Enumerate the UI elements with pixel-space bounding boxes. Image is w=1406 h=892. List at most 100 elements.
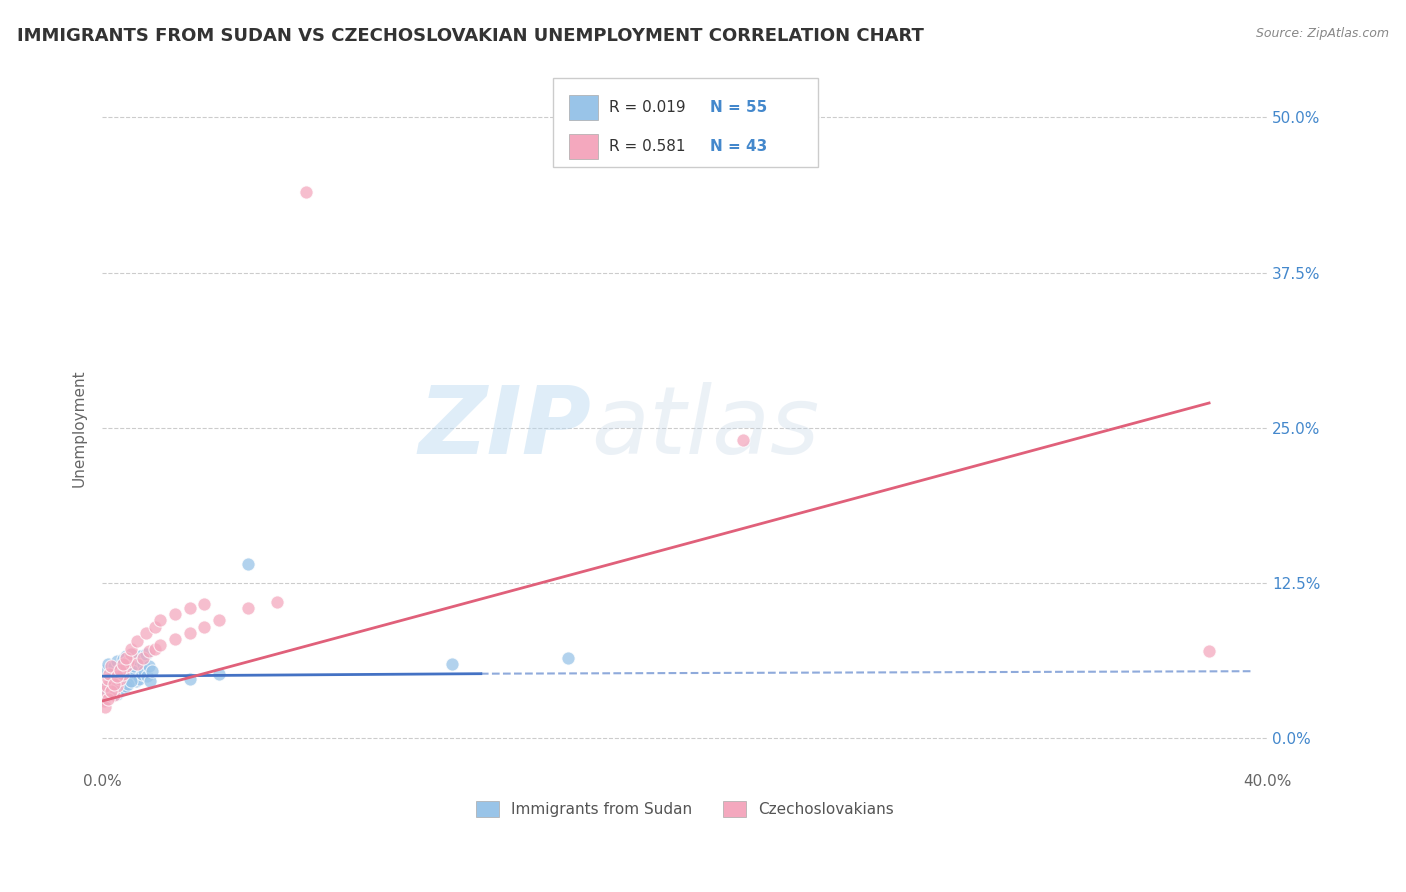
Point — [120, 641, 142, 656]
Point — [114, 650, 136, 665]
Point — [179, 600, 201, 615]
Point — [100, 659, 122, 673]
Text: N = 43: N = 43 — [710, 139, 768, 154]
Point — [94, 681, 117, 696]
Point — [108, 663, 131, 677]
Point — [93, 691, 115, 706]
Point — [134, 664, 156, 678]
Point — [100, 682, 122, 697]
Point — [101, 666, 124, 681]
Point — [97, 684, 120, 698]
Point — [94, 663, 117, 677]
Point — [129, 649, 152, 664]
Point — [179, 625, 201, 640]
Point — [111, 652, 134, 666]
Text: ZIP: ZIP — [419, 382, 592, 474]
Point — [125, 674, 148, 689]
Point — [118, 664, 141, 678]
Point — [103, 676, 125, 690]
Point — [193, 597, 215, 611]
Point — [236, 600, 259, 615]
Legend: Immigrants from Sudan, Czechoslovakians: Immigrants from Sudan, Czechoslovakians — [470, 795, 900, 823]
Point — [97, 685, 120, 699]
Point — [121, 669, 143, 683]
Point — [98, 666, 121, 681]
Point — [103, 659, 125, 673]
Point — [103, 676, 125, 690]
Point — [208, 613, 231, 627]
Point — [96, 684, 118, 698]
Point — [98, 679, 121, 693]
Point — [100, 679, 122, 693]
Point — [114, 659, 136, 673]
Point — [139, 674, 162, 689]
Point — [143, 641, 166, 656]
Point — [179, 672, 201, 686]
Point — [132, 650, 155, 665]
Point — [132, 657, 155, 671]
Point — [163, 632, 186, 646]
Point — [94, 700, 117, 714]
Point — [115, 666, 138, 681]
Point — [111, 657, 134, 671]
Point — [110, 669, 132, 683]
Point — [128, 672, 150, 686]
Point — [97, 672, 120, 686]
Point — [131, 666, 153, 681]
Point — [94, 688, 117, 702]
Point — [1198, 644, 1220, 658]
Text: N = 55: N = 55 — [710, 100, 768, 115]
Point — [120, 647, 142, 661]
Point — [136, 669, 159, 683]
Text: Source: ZipAtlas.com: Source: ZipAtlas.com — [1256, 27, 1389, 40]
Point — [127, 634, 149, 648]
Point — [108, 684, 131, 698]
Point — [127, 657, 149, 671]
Point — [135, 625, 157, 640]
Point — [105, 669, 128, 683]
Point — [141, 664, 163, 678]
Point — [557, 650, 579, 665]
Point — [143, 619, 166, 633]
Y-axis label: Unemployment: Unemployment — [72, 369, 86, 487]
Point — [135, 647, 157, 661]
Point — [117, 654, 139, 668]
Point — [97, 657, 120, 671]
Point — [93, 694, 115, 708]
Point — [105, 687, 128, 701]
Point — [117, 657, 139, 671]
Point — [94, 684, 117, 698]
Point — [96, 679, 118, 693]
Point — [117, 676, 139, 690]
Point — [440, 657, 463, 671]
Point — [93, 681, 115, 696]
Point — [104, 676, 127, 690]
Point — [731, 434, 754, 448]
Point — [127, 652, 149, 666]
Point — [103, 681, 125, 695]
Text: R = 0.581: R = 0.581 — [609, 139, 685, 154]
Text: IMMIGRANTS FROM SUDAN VS CZECHOSLOVAKIAN UNEMPLOYMENT CORRELATION CHART: IMMIGRANTS FROM SUDAN VS CZECHOSLOVAKIAN… — [17, 27, 924, 45]
Point — [111, 666, 134, 681]
Point — [100, 672, 122, 686]
Point — [149, 638, 172, 652]
Point — [114, 649, 136, 664]
Point — [108, 662, 131, 676]
Point — [100, 684, 122, 698]
Point — [266, 595, 288, 609]
Point — [138, 659, 160, 673]
Point — [93, 688, 115, 702]
Point — [163, 607, 186, 621]
Point — [108, 672, 131, 686]
Point — [295, 185, 318, 199]
Point — [105, 654, 128, 668]
Point — [120, 674, 142, 689]
Point — [149, 613, 172, 627]
Point — [120, 647, 142, 661]
Point — [112, 672, 135, 686]
Point — [236, 558, 259, 572]
Point — [122, 659, 145, 673]
Point — [114, 679, 136, 693]
Point — [208, 666, 231, 681]
Text: atlas: atlas — [592, 383, 820, 474]
